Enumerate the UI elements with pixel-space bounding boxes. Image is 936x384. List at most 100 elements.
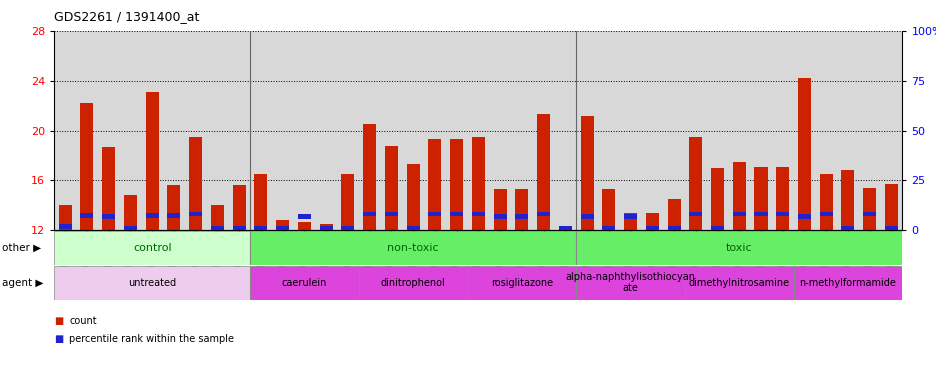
Bar bbox=[80, 213, 94, 218]
Text: untreated: untreated bbox=[128, 278, 176, 288]
Bar bbox=[232, 226, 245, 230]
Bar bbox=[211, 205, 224, 230]
Bar bbox=[753, 212, 767, 216]
Bar bbox=[54, 231, 250, 265]
Bar bbox=[645, 213, 658, 230]
Bar bbox=[666, 199, 680, 230]
Bar bbox=[623, 213, 636, 230]
Bar bbox=[515, 215, 528, 219]
Bar bbox=[358, 266, 467, 300]
Bar bbox=[341, 174, 354, 230]
Bar bbox=[580, 215, 592, 219]
Bar bbox=[385, 212, 398, 216]
Bar bbox=[841, 170, 854, 230]
Bar bbox=[250, 266, 358, 300]
Bar bbox=[841, 226, 854, 230]
Bar bbox=[168, 185, 181, 230]
Text: alpha-naphthylisothiocyan
ate: alpha-naphthylisothiocyan ate bbox=[565, 272, 695, 293]
Text: other ▶: other ▶ bbox=[2, 243, 41, 253]
Text: percentile rank within the sample: percentile rank within the sample bbox=[69, 334, 234, 344]
Bar bbox=[775, 167, 788, 230]
Bar bbox=[472, 212, 484, 216]
Bar bbox=[341, 226, 354, 230]
Bar bbox=[406, 164, 419, 230]
Bar bbox=[254, 226, 267, 230]
Bar bbox=[819, 174, 832, 230]
Bar bbox=[254, 174, 267, 230]
Text: ■: ■ bbox=[54, 316, 64, 326]
Bar bbox=[536, 212, 549, 216]
Bar bbox=[493, 189, 506, 230]
Bar bbox=[276, 226, 289, 230]
Bar bbox=[576, 231, 901, 265]
Bar bbox=[189, 137, 202, 230]
Bar bbox=[558, 226, 571, 230]
Bar bbox=[124, 226, 137, 230]
Bar bbox=[319, 226, 332, 230]
Bar bbox=[602, 226, 615, 230]
Text: GDS2261 / 1391400_at: GDS2261 / 1391400_at bbox=[54, 10, 199, 23]
Bar bbox=[363, 212, 375, 216]
Bar bbox=[684, 266, 793, 300]
Text: non-toxic: non-toxic bbox=[387, 243, 438, 253]
Bar bbox=[493, 215, 506, 219]
Bar bbox=[168, 213, 181, 218]
Bar bbox=[319, 224, 332, 230]
Bar bbox=[536, 114, 549, 230]
Bar bbox=[689, 137, 702, 230]
Bar bbox=[467, 266, 576, 300]
Bar bbox=[797, 78, 811, 230]
Text: dimethylnitrosamine: dimethylnitrosamine bbox=[688, 278, 789, 288]
Bar bbox=[363, 124, 375, 230]
Bar bbox=[884, 184, 897, 230]
Bar bbox=[428, 139, 441, 230]
Bar bbox=[232, 185, 245, 230]
Text: count: count bbox=[69, 316, 96, 326]
Bar bbox=[102, 215, 115, 219]
Bar bbox=[884, 226, 897, 230]
Text: agent ▶: agent ▶ bbox=[2, 278, 43, 288]
Bar bbox=[732, 212, 745, 216]
Bar bbox=[102, 147, 115, 230]
Text: control: control bbox=[133, 243, 171, 253]
Bar bbox=[124, 195, 137, 230]
Bar bbox=[797, 215, 811, 219]
Bar bbox=[145, 213, 158, 218]
Bar bbox=[710, 168, 724, 230]
Bar bbox=[276, 220, 289, 230]
Bar bbox=[862, 212, 875, 216]
Text: n-methylformamide: n-methylformamide bbox=[798, 278, 896, 288]
Bar bbox=[753, 167, 767, 230]
Bar bbox=[666, 226, 680, 230]
Bar bbox=[862, 188, 875, 230]
Bar bbox=[602, 189, 615, 230]
Bar bbox=[59, 225, 72, 229]
Bar bbox=[515, 189, 528, 230]
Text: rosiglitazone: rosiglitazone bbox=[490, 278, 552, 288]
Bar bbox=[145, 92, 158, 230]
Bar bbox=[385, 146, 398, 230]
Bar bbox=[558, 229, 571, 230]
Bar bbox=[710, 226, 724, 230]
Bar bbox=[189, 212, 202, 216]
Text: dinitrophenol: dinitrophenol bbox=[380, 278, 445, 288]
Text: ■: ■ bbox=[54, 334, 64, 344]
Bar bbox=[732, 162, 745, 230]
Bar bbox=[623, 215, 636, 219]
Bar bbox=[449, 212, 462, 216]
Bar bbox=[472, 137, 484, 230]
Bar bbox=[576, 266, 684, 300]
Bar bbox=[59, 205, 72, 230]
Bar bbox=[819, 212, 832, 216]
Text: caerulein: caerulein bbox=[282, 278, 327, 288]
Bar bbox=[689, 212, 702, 216]
Bar bbox=[406, 226, 419, 230]
Bar bbox=[793, 266, 901, 300]
Bar bbox=[645, 226, 658, 230]
Bar bbox=[428, 212, 441, 216]
Bar bbox=[298, 215, 311, 219]
Bar bbox=[250, 231, 576, 265]
Bar bbox=[54, 266, 250, 300]
Bar bbox=[775, 212, 788, 216]
Text: toxic: toxic bbox=[725, 243, 752, 253]
